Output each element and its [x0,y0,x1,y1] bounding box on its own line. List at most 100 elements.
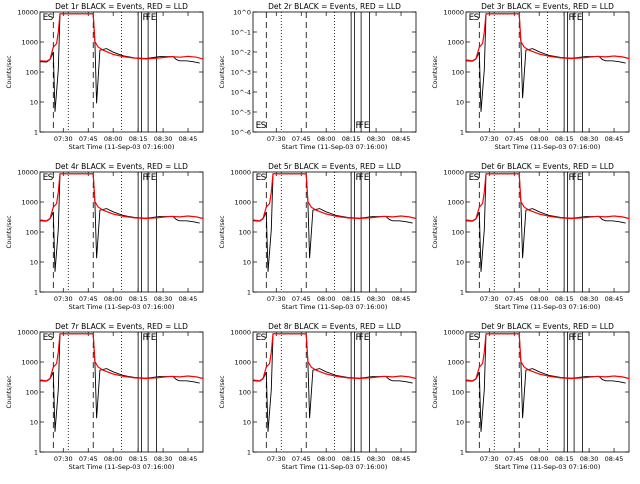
x-tick-label: 07:30 [54,455,73,463]
x-tick-label: 08:45 [392,295,411,303]
y-tick-label: 1 [34,289,38,297]
y-tick-label: 10 [456,419,464,427]
y-tick-label: 10 [456,259,464,267]
detector-chart-svg: Det 5r BLACK = Events, RED = LLD 1 10 100 10… [219,162,417,311]
chart-title: Det 8r BLACK = Events, RED = LLD [268,322,401,331]
y-tick-label: 10^-2 [231,49,251,57]
detector-panel-1: Det 1r BLACK = Events, RED = LLD 1 10 100 10… [0,0,213,164]
y-tick-label: 1000 [447,199,464,207]
x-tick-label: 08:30 [154,135,173,143]
y-tick-label: 1000 [21,39,38,47]
flag-label: F [355,333,360,343]
flag-label: E [577,173,583,183]
y-tick-label: 100 [452,389,464,397]
y-tick-label: 1000 [234,359,251,367]
x-tick-label: 08:30 [154,295,173,303]
flag-label: F [142,173,147,183]
flag-label: F [146,173,151,183]
x-tick-label: 08:30 [580,295,599,303]
y-axis-label: Counts/sec [432,215,439,248]
flag-label: S [48,333,54,343]
x-axis-label: Start Time (11-Sep-03 07:16:00) [282,303,388,311]
y-axis-label: Counts/sec [6,55,13,88]
y-axis-label: Counts/sec [432,55,439,88]
y-tick-label: 100 [239,389,251,397]
x-tick-label: 07:30 [480,135,499,143]
detector-panel-9: Det 9r BLACK = Events, RED = LLD 1 10 100 10… [426,320,639,484]
x-tick-label: 08:30 [367,135,386,143]
detector-chart-svg: Det 9r BLACK = Events, RED = LLD 1 10 100 10… [432,322,630,471]
x-tick-label: 08:00 [317,295,336,303]
y-tick-label: 1000 [447,39,464,47]
detector-panel-5: Det 5r BLACK = Events, RED = LLD 1 10 100 10… [213,160,426,324]
flag-label: E [364,121,370,131]
x-axis-label: Start Time (11-Sep-03 07:16:00) [495,463,601,471]
x-axis-label: Start Time (11-Sep-03 07:16:00) [495,143,601,151]
flag-label: E [469,13,475,23]
y-tick-label: 10^0 [233,9,251,17]
y-tick-label: 10 [243,419,251,427]
x-tick-label: 08:15 [342,455,361,463]
y-tick-label: 1000 [21,199,38,207]
x-tick-label: 07:45 [79,135,98,143]
lld-series-line [252,173,417,222]
lld-series-line [39,13,204,62]
y-tick-label: 100 [26,229,38,237]
flag-label: F [146,13,151,23]
x-tick-label: 07:30 [480,295,499,303]
y-tick-label: 1000 [234,199,251,207]
y-axis-label: Counts/sec [219,55,226,88]
x-tick-label: 08:45 [392,455,411,463]
flag-label: S [474,13,480,23]
flag-label: E [364,173,370,183]
x-tick-label: 08:45 [605,295,624,303]
x-tick-label: 08:00 [317,455,336,463]
flag-label: E [43,173,49,183]
x-tick-label: 08:00 [530,455,549,463]
flag-label: F [572,13,577,23]
y-tick-label: 1 [247,289,251,297]
events-series-line [465,333,626,432]
flag-label: E [469,173,475,183]
y-tick-label: 1 [460,289,464,297]
flag-label: F [359,333,364,343]
x-tick-label: 08:45 [605,135,624,143]
events-series-line [252,173,413,272]
y-tick-label: 10 [456,99,464,107]
x-tick-label: 08:00 [104,135,123,143]
y-tick-label: 10^-1 [231,29,251,37]
y-tick-label: 100 [26,69,38,77]
flag-label: F [142,13,147,23]
x-tick-label: 07:30 [54,295,73,303]
x-axis-label: Start Time (11-Sep-03 07:16:00) [69,303,175,311]
x-axis-label: Start Time (11-Sep-03 07:16:00) [69,463,175,471]
flag-label: S [474,173,480,183]
x-tick-label: 08:15 [129,455,148,463]
events-series-line [39,333,200,432]
chart-title: Det 5r BLACK = Events, RED = LLD [268,162,401,171]
y-tick-label: 10 [30,419,38,427]
y-axis-label: Counts/sec [432,375,439,408]
x-axis-label: Start Time (11-Sep-03 07:16:00) [282,143,388,151]
detector-chart-svg: Det 6r BLACK = Events, RED = LLD 1 10 100 10… [432,162,630,311]
x-tick-label: 08:00 [317,135,336,143]
detector-panel-8: Det 8r BLACK = Events, RED = LLD 1 10 100 10… [213,320,426,484]
y-tick-label: 10000 [443,329,464,337]
detector-panel-6: Det 6r BLACK = Events, RED = LLD 1 10 100 10… [426,160,639,324]
events-series-line [252,333,413,432]
flag-label: S [48,13,54,23]
y-axis-label: Counts/sec [219,215,226,248]
x-tick-label: 08:15 [129,135,148,143]
lld-series-line [39,333,204,382]
x-tick-label: 08:00 [530,135,549,143]
y-tick-label: 1 [460,129,464,137]
x-tick-label: 07:45 [79,295,98,303]
y-tick-label: 100 [452,69,464,77]
chart-title: Det 2r BLACK = Events, RED = LLD [268,2,401,11]
y-tick-label: 10 [243,259,251,267]
detector-chart-svg: Det 3r BLACK = Events, RED = LLD 1 10 100 10… [432,2,630,151]
flag-label: E [256,173,262,183]
lld-series-line [465,13,630,62]
lld-series-line [465,173,630,222]
events-series-line [465,173,626,272]
